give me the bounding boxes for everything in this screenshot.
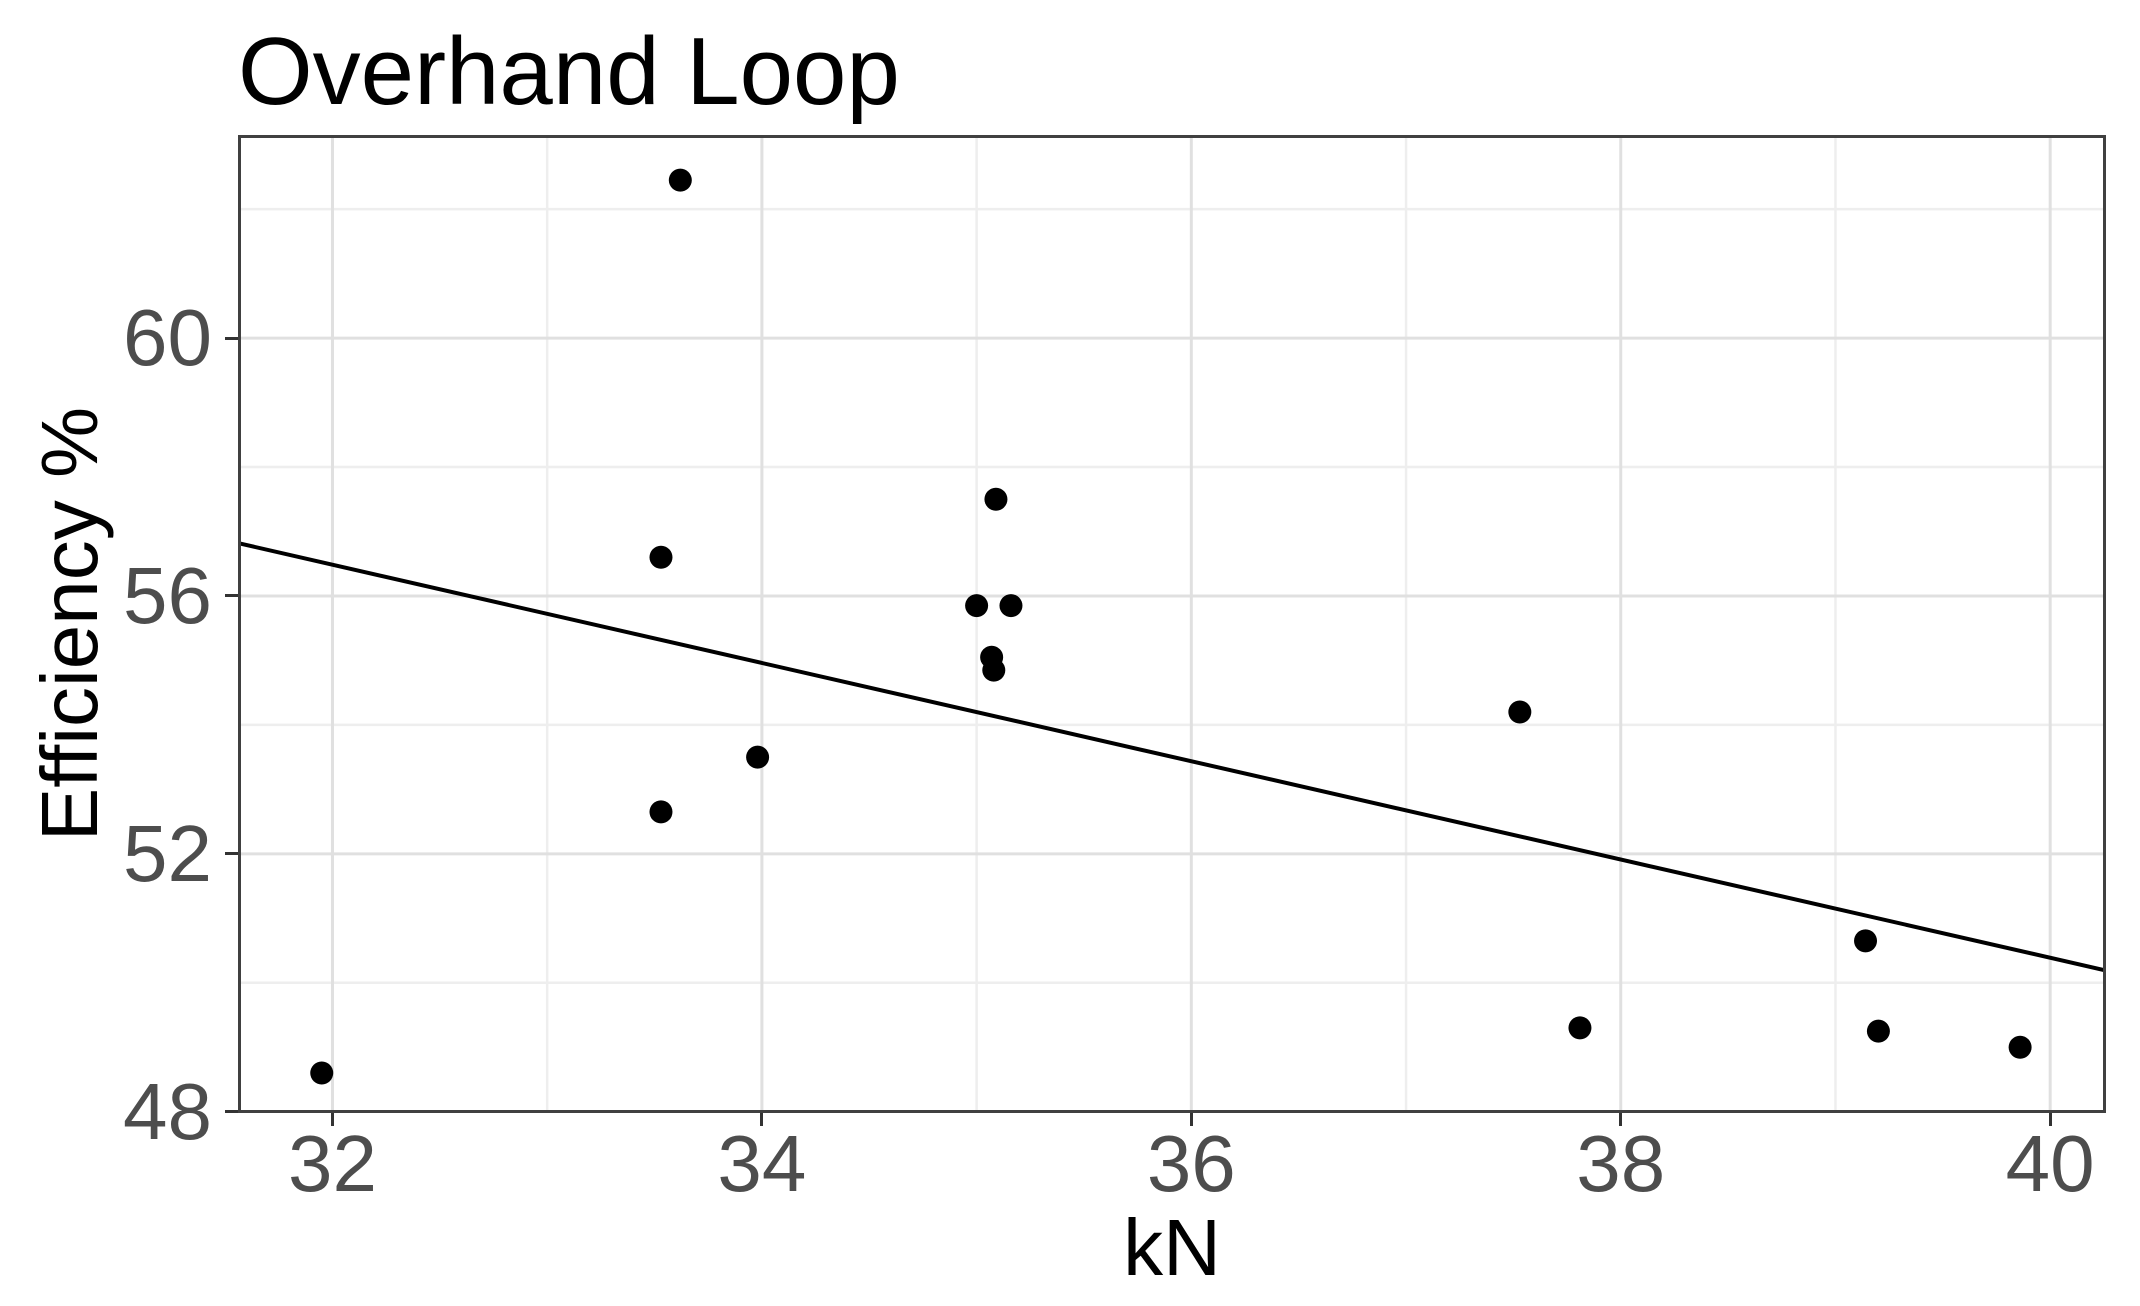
- x-axis-title: kN: [1123, 1203, 1221, 1292]
- x-tick-mark: [1189, 1113, 1193, 1126]
- x-tick-label: 32: [287, 1119, 377, 1208]
- data-point: [1568, 1016, 1592, 1040]
- y-axis-title: Efficiency %: [25, 406, 114, 842]
- x-tick-label: 38: [1576, 1119, 1666, 1208]
- y-tick-label: 48: [123, 1066, 212, 1156]
- y-tick-mark: [225, 1110, 238, 1114]
- y-tick-mark: [225, 852, 238, 856]
- y-tick-label: 60: [123, 293, 212, 383]
- plot-title: Overhand Loop: [238, 18, 900, 125]
- x-tick-label: 40: [2005, 1119, 2095, 1208]
- data-point: [1508, 700, 1532, 724]
- data-point: [999, 594, 1023, 618]
- y-tick-label: 56: [123, 550, 212, 640]
- x-tick-mark: [330, 1113, 334, 1126]
- x-tick-mark: [1619, 1113, 1623, 1126]
- data-point: [310, 1061, 334, 1085]
- x-tick-label: 34: [717, 1119, 807, 1208]
- trend-line: [238, 541, 2106, 973]
- y-tick-label: 52: [123, 808, 212, 898]
- data-point: [2008, 1035, 2032, 1059]
- y-tick-mark: [225, 336, 238, 340]
- data-point: [1854, 929, 1878, 953]
- x-tick-mark: [2048, 1113, 2052, 1126]
- data-point: [649, 800, 673, 824]
- data-point: [982, 658, 1006, 682]
- data-point: [965, 594, 989, 618]
- plot-panel: [238, 135, 2106, 1113]
- data-point: [984, 487, 1008, 511]
- data-point: [668, 168, 692, 192]
- y-tick-mark: [225, 594, 238, 598]
- x-tick-label: 36: [1146, 1119, 1236, 1208]
- data-point: [649, 545, 673, 569]
- data-point: [1866, 1019, 1890, 1043]
- data-point: [746, 745, 770, 769]
- x-tick-mark: [760, 1113, 764, 1126]
